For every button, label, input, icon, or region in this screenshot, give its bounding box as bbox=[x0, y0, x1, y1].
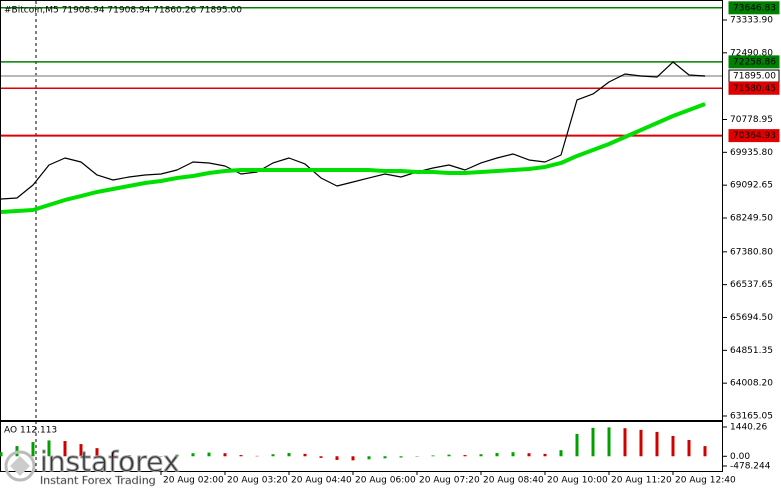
y-tick-label: 69935.80 bbox=[730, 148, 773, 158]
y-tick-label: 68249.50 bbox=[730, 213, 773, 223]
ao-panel bbox=[0, 421, 723, 472]
y-tick-label: 69092.65 bbox=[730, 181, 773, 191]
x-tick-label: 20 Aug 10:00 bbox=[547, 476, 608, 486]
ao-bar bbox=[319, 456, 323, 458]
ao-bar bbox=[703, 446, 707, 457]
x-tick-label: 20 Aug 08:40 bbox=[483, 476, 544, 486]
ao-bar bbox=[127, 455, 131, 457]
y-tick-label: 0.00 bbox=[730, 452, 750, 462]
y-tick-label: 65694.50 bbox=[730, 313, 773, 323]
level-label: 72258.86 bbox=[733, 57, 776, 67]
y-tick-label: 73333.90 bbox=[730, 15, 773, 25]
watermark-tagline: Instant Forex Trading bbox=[40, 474, 156, 487]
ma-line bbox=[0, 102, 706, 215]
ao-bar bbox=[223, 453, 227, 457]
ao-bar bbox=[431, 455, 435, 457]
chart-title: #Bitcoin,M5 71908.94 71908.94 71860.26 7… bbox=[4, 6, 242, 16]
ao-bar bbox=[191, 453, 195, 457]
y-tick-label: -478.244 bbox=[730, 462, 771, 472]
ao-bar bbox=[687, 440, 691, 457]
ao-bar bbox=[239, 455, 243, 457]
ao-bar bbox=[575, 433, 579, 457]
ao-bar bbox=[447, 454, 451, 457]
ao-bar bbox=[335, 456, 339, 460]
watermark: instaforex Instant Forex Trading bbox=[4, 445, 180, 487]
ao-bar bbox=[607, 427, 611, 457]
ao-bar bbox=[623, 428, 627, 457]
x-tick-label: 20 Aug 06:00 bbox=[355, 476, 416, 486]
ao-bar bbox=[671, 435, 675, 457]
ao-bar bbox=[175, 454, 179, 457]
ao-bar bbox=[287, 453, 291, 457]
ao-bar bbox=[495, 453, 499, 457]
ao-title: AO 112.113 bbox=[4, 426, 57, 436]
ao-bar bbox=[271, 454, 275, 457]
ao-bar bbox=[399, 456, 403, 458]
ao-bar bbox=[367, 456, 371, 460]
logo-icon bbox=[4, 450, 36, 482]
level-label: 71895.00 bbox=[733, 72, 776, 82]
ao-bar bbox=[351, 456, 355, 461]
y-tick-label: 72490.80 bbox=[730, 48, 773, 58]
logo-icon bbox=[10, 456, 30, 476]
main-panel bbox=[0, 0, 723, 421]
y-tick-label: 1440.26 bbox=[730, 423, 767, 433]
level-label-box bbox=[728, 55, 780, 69]
ao-bar bbox=[79, 444, 83, 457]
watermark-brand: instaforex bbox=[40, 445, 179, 478]
ao-bar bbox=[655, 431, 659, 457]
ao-bar bbox=[207, 452, 211, 457]
ao-bar bbox=[63, 441, 67, 457]
ao-bar bbox=[463, 455, 467, 457]
ao-bar bbox=[543, 453, 547, 457]
y-tick-label: 64008.20 bbox=[730, 379, 773, 389]
ao-bar bbox=[527, 453, 531, 457]
ao-bar bbox=[143, 456, 147, 458]
level-label: 71580.45 bbox=[733, 84, 776, 94]
ao-bar bbox=[639, 429, 643, 457]
ao-bar bbox=[95, 448, 99, 457]
level-label: 73646.83 bbox=[733, 3, 776, 13]
ao-bar bbox=[47, 440, 51, 457]
x-tick-label: 20 Aug 03:20 bbox=[227, 476, 288, 486]
ao-bar bbox=[111, 452, 115, 457]
x-tick-label: 20 Aug 04:40 bbox=[291, 476, 352, 486]
y-tick-label: 70778.95 bbox=[730, 115, 773, 125]
y-tick-label: 66537.65 bbox=[730, 280, 773, 290]
x-tick-label: 20 Aug 11:20 bbox=[611, 476, 672, 486]
ao-bar bbox=[479, 454, 483, 457]
ao-bar bbox=[31, 442, 35, 457]
ao-bar bbox=[591, 427, 595, 457]
level-label: 70364.93 bbox=[733, 131, 776, 141]
y-tick-label: 67380.80 bbox=[730, 247, 773, 257]
price-line bbox=[0, 61, 706, 200]
x-tick-label: 20 Aug 12:40 bbox=[675, 476, 736, 486]
ao-bar bbox=[303, 453, 307, 457]
ao-bar bbox=[0, 452, 3, 457]
y-tick-label: 64851.35 bbox=[730, 346, 773, 356]
y-tick-label: 63165.05 bbox=[730, 411, 773, 421]
ao-bar bbox=[383, 456, 387, 459]
level-label-box bbox=[728, 1, 780, 15]
level-label-box bbox=[728, 81, 780, 95]
x-tick-label: 20 Aug 07:20 bbox=[419, 476, 480, 486]
ao-bar bbox=[559, 450, 563, 457]
ao-bar bbox=[511, 452, 515, 457]
level-label-box bbox=[728, 129, 780, 143]
x-tick-label: 20 Aug 02:00 bbox=[163, 476, 224, 486]
